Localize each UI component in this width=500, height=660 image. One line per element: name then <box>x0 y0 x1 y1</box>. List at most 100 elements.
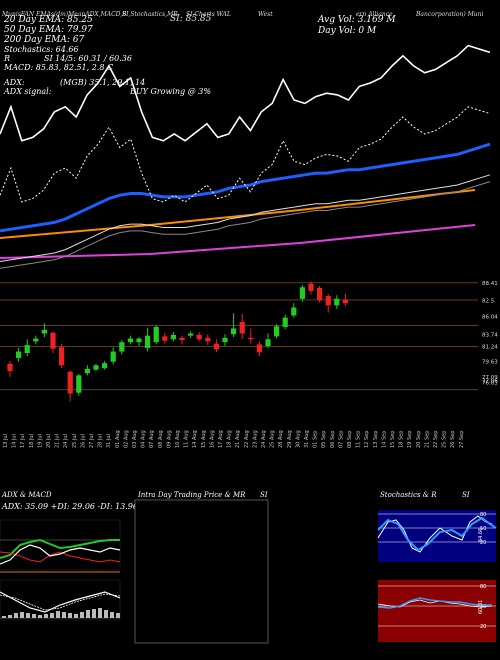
candlestick-chart: 88.41 86.04 83.74 81.24 79.63 77.0977.0676.03… <box>0 281 498 448</box>
candle-body <box>274 326 280 337</box>
date-label: 21 Jul <box>55 434 61 448</box>
stoch-value-label: 64.66 <box>478 528 484 542</box>
macd-bar <box>74 614 78 618</box>
date-label: 05 Sep <box>321 431 327 448</box>
candle-body <box>145 335 151 348</box>
candle-body <box>153 327 159 343</box>
date-label: 27 Sep <box>459 431 465 448</box>
rsi-panel <box>378 580 496 642</box>
plus-di-line <box>0 538 120 559</box>
date-label: 14 Aug <box>192 430 198 448</box>
candle-body <box>205 337 211 342</box>
candle-body <box>317 288 323 301</box>
day-vol-label: Day Vol: 0 M <box>318 26 377 36</box>
ema50-line <box>0 142 491 233</box>
ema20-line <box>0 106 491 203</box>
date-label: 19 Jul <box>37 434 43 448</box>
date-label: 26 Jul <box>80 434 86 448</box>
price-axis-label: 77.06 <box>482 378 498 384</box>
date-label: 22 Aug <box>244 430 250 448</box>
header-part-3: SI Charts WAL <box>186 11 231 18</box>
candle-body <box>308 283 314 291</box>
adx-signal-label: ADX signal: <box>4 87 52 96</box>
date-label: 07 Aug <box>149 430 155 448</box>
price-axis-label: 83.74 <box>482 333 498 339</box>
macd-bar <box>14 613 18 618</box>
adx-signal-value: BUY Growing @ 3% <box>130 87 211 96</box>
adx-macd-title: ADX & MACD <box>2 491 52 499</box>
macd-bar <box>56 611 60 618</box>
date-label: 20 Sep <box>416 431 422 448</box>
date-label: 23 Aug <box>252 430 258 448</box>
candle-body <box>162 336 168 341</box>
macd-bar <box>104 610 108 618</box>
date-label: 16 Aug <box>209 430 215 448</box>
candle-body <box>136 338 142 343</box>
candle-body <box>342 299 348 304</box>
date-label: 07 Sep <box>338 431 344 448</box>
candle-body <box>7 363 13 372</box>
date-label: 22 Sep <box>433 431 439 448</box>
adx-value: (MGB) 35.1, 29.1, 14 <box>60 78 146 87</box>
stochastics-label: Stochastics: 64.66 <box>4 45 79 54</box>
date-label: 26 Sep <box>450 431 456 448</box>
date-label: 31 Jul <box>106 434 112 448</box>
si-values-label: SI 14/5: 60.31 / 60.36 <box>44 54 132 63</box>
candle-body <box>248 337 254 340</box>
rsi-level-label: 80 <box>480 584 486 590</box>
ema200-label: 200 Day EMA: 67 <box>4 35 85 45</box>
date-label: 28 Jul <box>98 434 104 448</box>
candle-body <box>291 307 297 316</box>
intraday-panel <box>134 499 269 644</box>
candle-body <box>170 334 176 340</box>
ema-chart <box>0 44 491 269</box>
candle-body <box>179 337 185 340</box>
macd-bar <box>2 616 6 618</box>
macd-bar <box>62 612 66 618</box>
candle-body <box>84 368 90 374</box>
date-label: 18 Sep <box>399 431 405 448</box>
candle-body <box>239 321 245 334</box>
adx-label: ADX: <box>4 78 25 87</box>
date-label: 19 Sep <box>407 431 413 448</box>
date-label: 10 Aug <box>175 430 181 448</box>
stoch-level-label: 80 <box>480 512 486 518</box>
macd-bar <box>92 609 96 618</box>
adx-readout: ADX: 35.09 +DI: 29.06 -DI: 13.96 <box>2 502 138 511</box>
adx-value-text: ADX: 35.09 <box>2 502 49 511</box>
rsi-value-label: 60.31 <box>478 600 484 614</box>
candle-body <box>265 339 271 347</box>
price-axis-label: 81.24 <box>482 344 498 350</box>
candle-body <box>41 329 47 334</box>
candle-body <box>196 334 202 340</box>
date-label: 01 Aug <box>115 430 121 448</box>
candle-body <box>325 295 331 306</box>
stoch-d-line <box>377 516 497 552</box>
rsi-level-label: 20 <box>480 624 486 630</box>
candle-body <box>222 337 228 343</box>
header-part-6: Bancorporation) Muni <box>416 11 484 18</box>
date-label: 21 Sep <box>424 431 430 448</box>
adx-line <box>0 544 121 565</box>
si-price-label: SI: 85.85 <box>170 14 212 24</box>
macd-line <box>0 591 121 613</box>
date-label: 25 Aug <box>270 430 276 448</box>
macd-bar <box>20 612 24 618</box>
candle-body <box>93 365 99 370</box>
candle-body <box>282 317 288 327</box>
date-label: 21 Aug <box>235 430 241 448</box>
minus-di-line <box>0 551 121 563</box>
price-axis-label: 86.04 <box>482 315 498 321</box>
date-label: 29 Aug <box>287 430 293 448</box>
adx-panel <box>0 519 121 571</box>
price-axis-label: 82.5 <box>482 298 495 304</box>
candle-body <box>76 375 82 393</box>
macd-bar <box>116 613 120 618</box>
date-label: 24 Jul <box>63 434 69 448</box>
price-axis-label: 79.63 <box>482 360 498 366</box>
date-label: 27 Jul <box>89 434 95 448</box>
date-label: 28 Aug <box>278 430 284 448</box>
date-label: 15 Aug <box>201 430 207 448</box>
candle-body <box>50 332 56 349</box>
candle-body <box>119 342 125 352</box>
